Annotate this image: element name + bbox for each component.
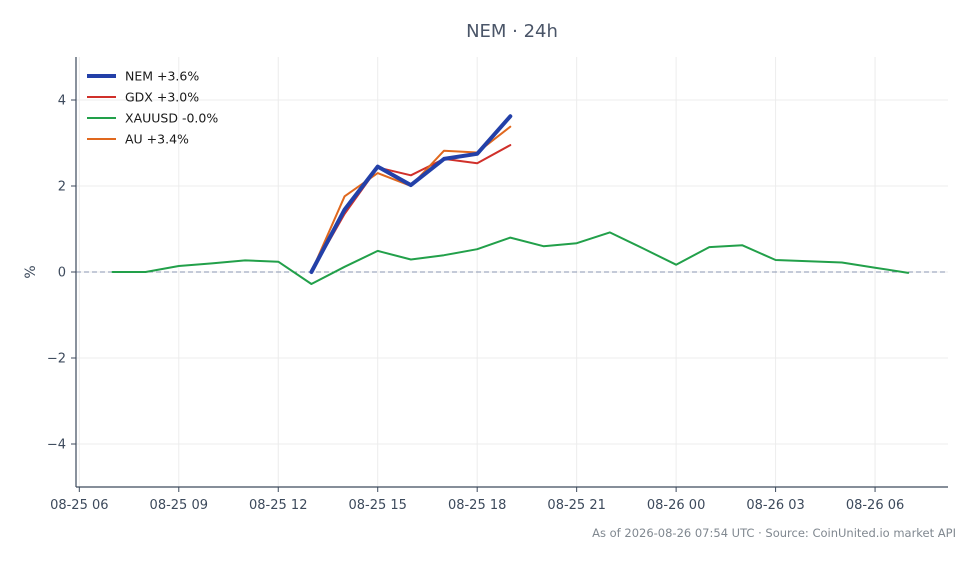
y-axis-ticks: 4 2 0 −2 −4 [47,94,76,453]
x-tick-label: 08-25 21 [547,498,605,513]
series-layer [111,114,910,285]
legend-label-au: AU +3.4% [125,132,189,147]
x-axis-ticks: 08-25 06 08-25 09 08-25 12 08-25 15 08-25 18… [50,487,904,513]
legend-label-xauusd: XAUUSD -0.0% [125,111,218,126]
x-tick-label: 08-25 15 [348,498,406,513]
x-tick-label: 08-26 00 [647,498,705,513]
x-tick-label: 08-25 06 [50,498,108,513]
series-line-gdx [310,144,512,273]
legend-label-nem: NEM +3.6% [125,69,199,84]
y-tick-label: −4 [47,438,66,453]
series-line-xauusd [111,231,910,285]
x-tick-label: 08-26 03 [746,498,804,513]
legend: NEM +3.6% GDX +3.0% XAUUSD -0.0% AU +3.4% [87,69,218,147]
y-tick-label: 2 [58,180,66,195]
chart-title: NEM · 24h [466,21,558,42]
y-axis-label: % [23,265,39,278]
series-line-nem [309,114,513,274]
y-tick-label: 0 [58,266,66,281]
y-tick-label: −2 [47,352,66,367]
legend-label-gdx: GDX +3.0% [125,90,199,105]
x-tick-label: 08-25 12 [249,498,307,513]
footer-source: As of 2026-08-26 07:54 UTC · Source: Coi… [592,526,956,540]
x-tick-label: 08-25 18 [448,498,506,513]
x-tick-label: 08-25 09 [150,498,208,513]
x-tick-label: 08-26 06 [846,498,904,513]
y-tick-label: 4 [58,94,66,109]
